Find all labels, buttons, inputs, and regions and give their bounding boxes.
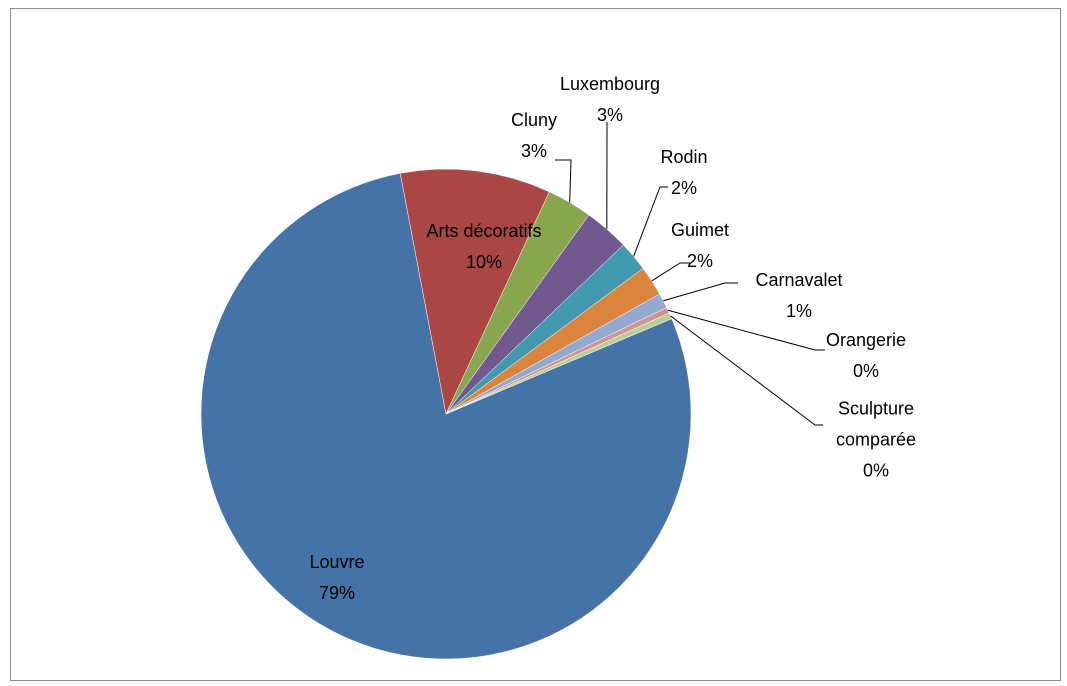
value-label: 2% — [670, 178, 697, 198]
category-name: Orangerie — [825, 330, 907, 350]
value-label: 0% — [852, 361, 879, 381]
data-label: Louvre 79% — [277, 547, 397, 609]
category-name: Luxembourg — [559, 74, 661, 94]
value-label: 3% — [596, 105, 623, 125]
pie — [200, 168, 692, 660]
leader-line — [555, 159, 572, 203]
data-label: Carnavalet 1% — [739, 265, 859, 327]
category-name: Rodin — [660, 147, 708, 167]
data-label: Arts décoratifs 10% — [424, 216, 544, 278]
data-label: Rodin 2% — [639, 142, 729, 204]
leader-line — [651, 262, 690, 282]
category-name: Carnavalet — [755, 270, 843, 290]
data-label: Orangerie 0% — [806, 325, 926, 387]
value-label: 2% — [686, 251, 713, 271]
category-name: Sculpture comparée — [835, 398, 917, 450]
pie-slice — [445, 312, 673, 415]
category-name: Arts décoratifs — [426, 221, 542, 241]
pie-slice — [200, 173, 692, 660]
data-label: Luxembourg 3% — [540, 69, 680, 131]
category-name: Louvre — [309, 552, 365, 572]
leader-lines — [555, 121, 825, 426]
category-name: Guimet — [670, 220, 730, 240]
leader-line — [667, 309, 825, 351]
value-label: 0% — [862, 460, 889, 481]
leader-line — [663, 282, 738, 302]
data-label: Guimet 2% — [655, 215, 745, 277]
pie-slice — [399, 168, 550, 415]
value-label: 79% — [318, 583, 356, 603]
leader-line — [633, 186, 668, 257]
value-label: 3% — [520, 141, 547, 161]
category-name: Cluny — [510, 110, 558, 130]
value-label: 1% — [785, 301, 812, 321]
data-label: Cluny 3% — [489, 105, 579, 167]
value-label: 10% — [465, 252, 503, 272]
leader-line — [670, 315, 823, 426]
data-label: Sculpture comparée 0% — [816, 394, 936, 487]
